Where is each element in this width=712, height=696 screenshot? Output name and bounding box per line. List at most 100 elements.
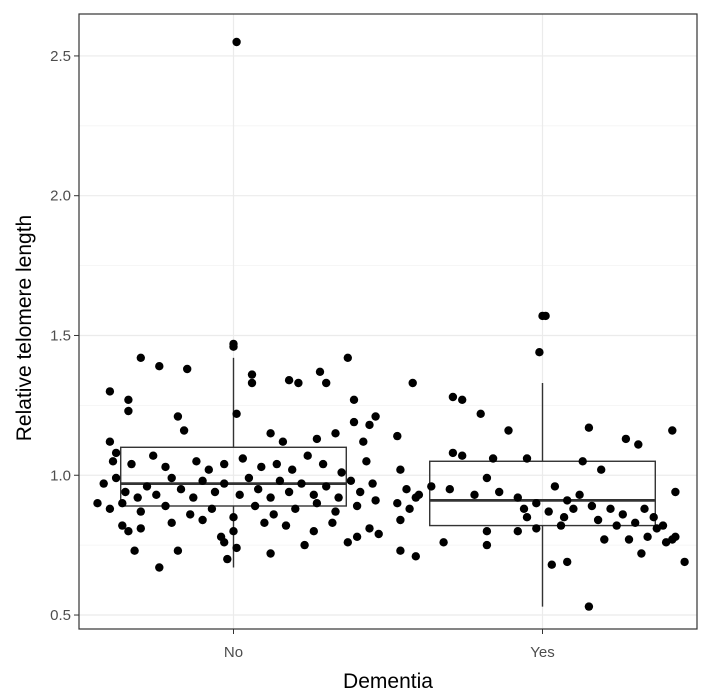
- data-point: [402, 485, 411, 494]
- data-point: [105, 387, 115, 396]
- data-point: [167, 473, 176, 483]
- data-point: [220, 459, 229, 469]
- data-point: [624, 535, 634, 544]
- data-point: [668, 426, 677, 435]
- data-point: [550, 482, 560, 491]
- point-group: [93, 37, 689, 611]
- data-point: [631, 518, 640, 527]
- data-point: [121, 487, 130, 497]
- y-axis-title: Relative telomere length: [13, 215, 36, 441]
- data-point: [356, 487, 365, 497]
- data-point: [260, 518, 269, 527]
- data-point: [597, 465, 606, 474]
- data-point: [396, 546, 405, 555]
- data-point: [371, 496, 380, 505]
- data-point: [343, 538, 352, 547]
- data-point: [365, 524, 374, 533]
- data-point: [612, 521, 621, 530]
- data-point: [130, 546, 139, 555]
- data-point: [621, 434, 631, 444]
- y-tick-label: 1.0: [50, 467, 71, 484]
- data-point: [532, 524, 541, 533]
- data-point: [408, 378, 417, 388]
- data-point: [600, 535, 609, 544]
- panel-border: [78, 13, 698, 630]
- data-point: [266, 429, 275, 438]
- x-tick-label: No: [224, 644, 243, 661]
- data-point: [108, 457, 118, 466]
- data-point: [427, 482, 436, 491]
- data-point: [111, 448, 121, 458]
- data-point: [179, 426, 189, 435]
- data-point: [99, 479, 108, 488]
- data-point: [244, 473, 254, 483]
- data-point: [269, 510, 278, 519]
- data-point: [192, 457, 201, 466]
- data-point: [210, 487, 220, 497]
- x-axis-title: Dementia: [343, 670, 433, 693]
- data-point: [124, 406, 133, 416]
- data-point: [232, 37, 241, 47]
- data-point: [671, 532, 680, 541]
- data-point: [445, 485, 454, 494]
- data-point: [640, 504, 649, 513]
- data-point: [488, 454, 498, 463]
- data-point: [250, 501, 260, 511]
- data-point: [680, 557, 689, 567]
- data-point: [312, 434, 322, 444]
- data-point: [559, 513, 569, 522]
- y-tick-label: 1.5: [50, 327, 71, 344]
- data-point: [458, 395, 467, 404]
- data-point: [331, 507, 340, 516]
- data-point: [658, 521, 668, 530]
- data-point: [618, 510, 627, 519]
- data-point: [458, 451, 467, 460]
- data-point: [136, 524, 145, 533]
- data-point: [266, 549, 275, 558]
- data-point: [229, 527, 238, 536]
- data-point: [396, 465, 405, 474]
- data-point: [127, 459, 136, 469]
- data-point: [495, 487, 504, 497]
- data-point: [161, 501, 170, 511]
- data-point: [318, 459, 328, 469]
- data-point: [535, 348, 544, 357]
- data-point: [198, 515, 207, 525]
- data-point: [118, 521, 127, 530]
- data-point: [300, 540, 309, 550]
- data-point: [291, 504, 300, 513]
- data-point: [556, 521, 566, 530]
- data-point: [532, 499, 541, 508]
- data-point: [173, 546, 183, 555]
- data-point: [142, 482, 152, 491]
- data-point: [522, 454, 532, 463]
- data-point: [204, 465, 213, 474]
- data-point: [186, 510, 195, 519]
- data-point: [232, 409, 241, 418]
- data-point: [593, 515, 603, 525]
- x-axis: No Yes: [224, 629, 555, 661]
- data-point: [257, 462, 266, 472]
- data-point: [544, 507, 553, 516]
- data-point: [284, 487, 294, 497]
- box-yes: [429, 383, 656, 607]
- data-point: [136, 353, 145, 362]
- data-point: [563, 496, 572, 505]
- data-point: [229, 513, 238, 522]
- x-tick-label: Yes: [530, 644, 554, 661]
- data-point: [547, 560, 556, 569]
- box-rect: [120, 446, 347, 507]
- data-point: [541, 311, 550, 321]
- data-point: [223, 554, 232, 564]
- y-tick-label: 2.0: [50, 188, 71, 205]
- data-point: [405, 504, 414, 513]
- data-point: [220, 479, 229, 488]
- data-point: [272, 459, 281, 469]
- data-point: [235, 490, 244, 499]
- data-point: [584, 602, 594, 611]
- data-point: [133, 493, 142, 502]
- data-point: [671, 487, 680, 497]
- data-point: [331, 429, 340, 438]
- data-point: [606, 504, 615, 513]
- data-point: [371, 412, 380, 421]
